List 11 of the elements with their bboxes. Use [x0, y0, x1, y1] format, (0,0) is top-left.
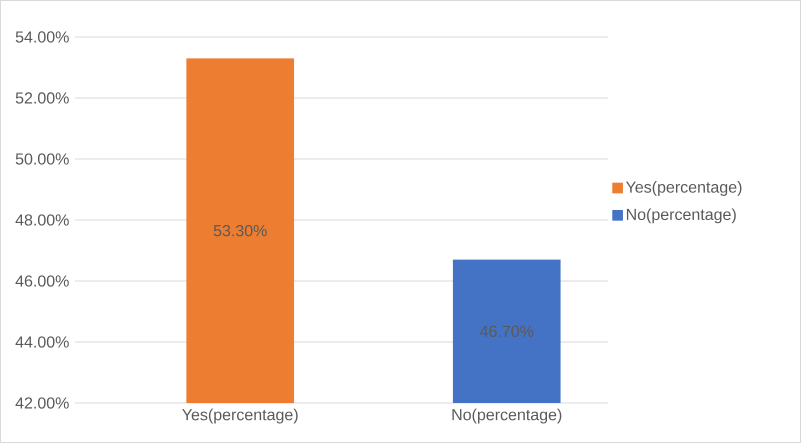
legend-label: No(percentage): [626, 208, 736, 224]
y-tick-label: 46.00%: [15, 275, 69, 287]
data-label: 53.30%: [214, 225, 267, 236]
y-tick-label: 44.00%: [15, 336, 69, 348]
y-tick-label: 50.00%: [16, 153, 69, 165]
data-label: 46.70%: [480, 326, 534, 337]
legend-label: Yes(percentage): [626, 181, 742, 196]
y-tick-label: 48.00%: [15, 214, 69, 226]
y-tick-label: 54.00%: [16, 31, 69, 43]
y-tick-label: 42.00%: [15, 397, 69, 409]
y-tick-label: 52.00%: [16, 92, 69, 104]
